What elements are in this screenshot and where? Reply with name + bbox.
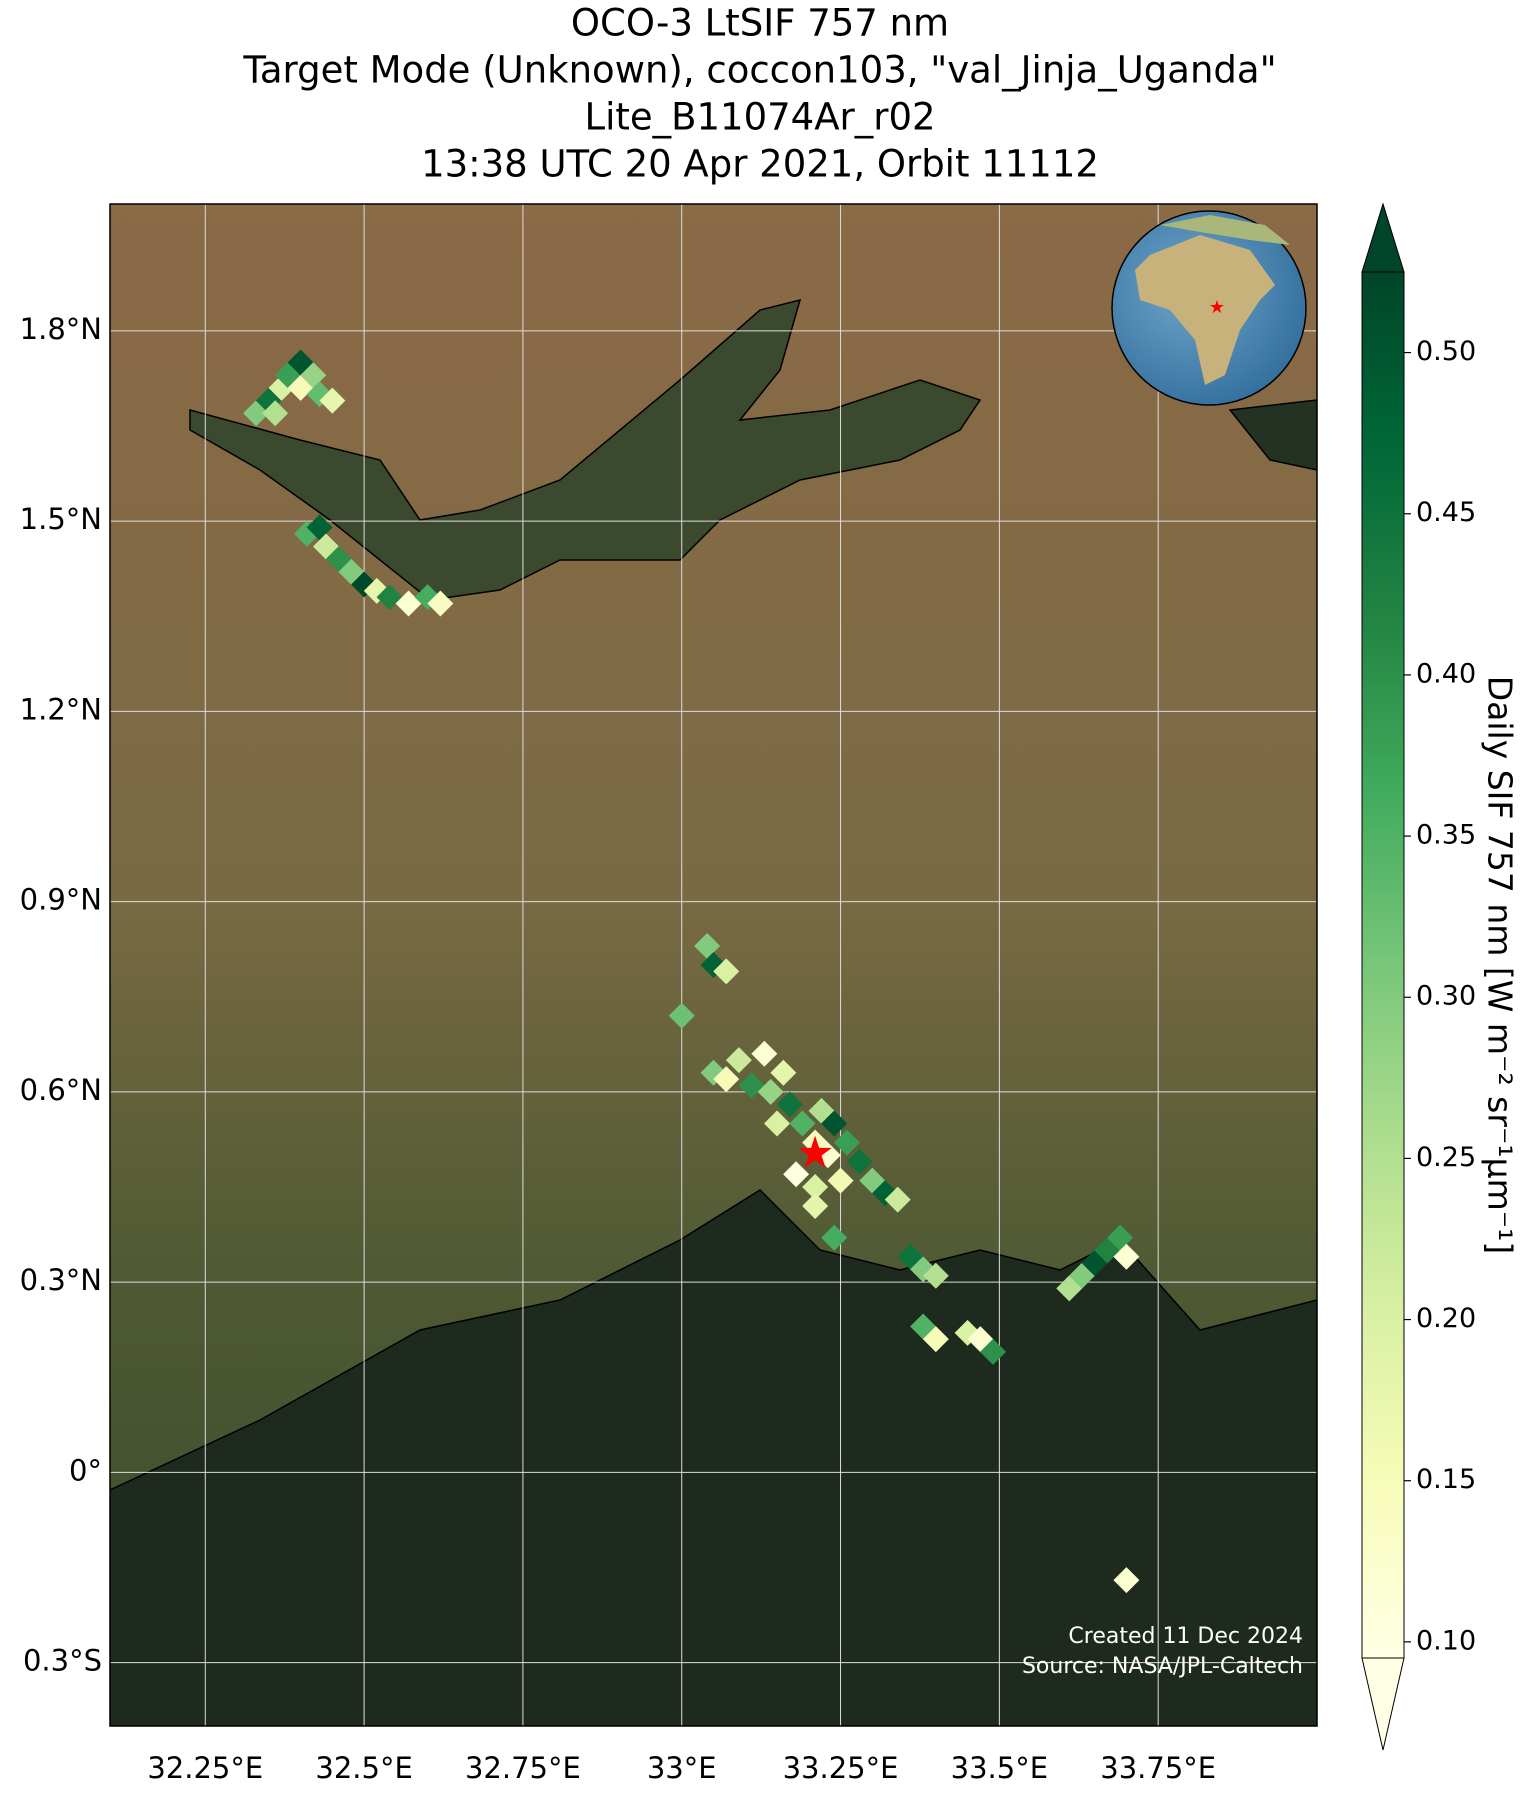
lake-kyoga — [189, 298, 982, 601]
y-tick-label: 0.6°N — [20, 1073, 102, 1107]
lake — [1228, 399, 1317, 471]
y-tick-label: 0.3°N — [20, 1263, 102, 1297]
sif-pixel — [833, 1129, 860, 1156]
sif-pixel — [764, 1110, 791, 1137]
sif-pixel — [827, 1167, 854, 1194]
x-tick-label: 32.5°E — [315, 1751, 412, 1785]
credit-text: Source: NASA/JPL-Caltech — [1022, 1654, 1303, 1679]
sif-pixel — [802, 1192, 829, 1219]
colorbar-tick-label: 0.20 — [1416, 1303, 1476, 1334]
sif-pixel — [751, 1040, 778, 1067]
colorbar-tick-label: 0.25 — [1416, 1142, 1476, 1173]
globe-inset: ★ — [1111, 210, 1307, 406]
lake-victoria — [110, 1189, 1317, 1726]
x-tick-label: 32.25°E — [147, 1751, 263, 1785]
map-frame — [109, 203, 1318, 1727]
sif-pixel — [1113, 1567, 1140, 1594]
sif-pixel — [713, 958, 740, 985]
colorbar-tick-label: 0.30 — [1416, 981, 1476, 1012]
map: ★ ★ Created 11 Dec 2024 Source: NASA/JPL-… — [110, 204, 1317, 1726]
colorbar-tick-label: 0.15 — [1416, 1464, 1476, 1495]
sif-pixel — [668, 1002, 695, 1029]
y-tick-label: 0° — [69, 1453, 102, 1487]
colorbar — [1361, 271, 1405, 1659]
colorbar-extend-max — [1361, 202, 1405, 273]
sif-pixel — [884, 1186, 911, 1213]
y-tick-label: 1.8°N — [20, 312, 102, 346]
colorbar-tick-label: 0.50 — [1416, 336, 1476, 367]
x-tick-label: 33.5°E — [951, 1751, 1048, 1785]
colorbar-tick-label: 0.45 — [1416, 497, 1476, 528]
sif-pixel — [802, 1173, 829, 1200]
colorbar-label: Daily SIF 757 nm [W m⁻² sr⁻¹µm⁻¹] — [1481, 676, 1520, 1255]
sif-pixel — [1113, 1243, 1140, 1270]
colorbar-extend-min — [1361, 1657, 1405, 1751]
svg-text:★: ★ — [1209, 297, 1225, 318]
sif-pixel — [725, 1047, 752, 1074]
x-tick-label: 33.75°E — [1100, 1751, 1216, 1785]
colorbar-tick-label: 0.35 — [1416, 820, 1476, 851]
y-tick-label: 0.9°N — [20, 883, 102, 917]
sif-pixel — [922, 1262, 949, 1289]
sif-pixel — [319, 387, 346, 414]
x-tick-label: 33°E — [647, 1751, 717, 1785]
y-tick-label: 1.2°N — [20, 692, 102, 726]
sif-pixel — [776, 1091, 803, 1118]
x-tick-label: 32.75°E — [465, 1751, 581, 1785]
sif-pixel — [713, 1066, 740, 1093]
title-line: OCO-3 LtSIF 757 nm — [571, 2, 949, 45]
sif-pixel — [821, 1110, 848, 1137]
y-tick-label: 1.5°N — [20, 502, 102, 536]
sif-pixel — [846, 1148, 873, 1175]
sif-pixel — [770, 1059, 797, 1086]
colorbar-tick-label: 0.40 — [1416, 658, 1476, 689]
title-line: 13:38 UTC 20 Apr 2021, Orbit 11112 — [421, 143, 1099, 186]
title-line: Lite_B11074Ar_r02 — [584, 96, 935, 139]
sif-pixel — [814, 1142, 841, 1169]
sif-pixel — [821, 1224, 848, 1251]
sif-pixel — [427, 590, 454, 617]
sif-pixel — [783, 1161, 810, 1188]
sif-pixel — [757, 1078, 784, 1105]
colorbar-tick-label: 0.10 — [1416, 1625, 1476, 1656]
sif-pixel — [789, 1110, 816, 1137]
x-tick-label: 33.25°E — [783, 1751, 899, 1785]
sif-pixel — [980, 1338, 1007, 1365]
sif-pixel — [922, 1326, 949, 1353]
credit-text: Created 11 Dec 2024 — [1068, 1624, 1303, 1649]
target-star: ★ — [795, 1127, 834, 1178]
sif-pixel — [262, 400, 289, 427]
title-line: Target Mode (Unknown), coccon103, "val_J… — [242, 49, 1276, 92]
y-tick-label: 0.3°S — [23, 1644, 102, 1678]
